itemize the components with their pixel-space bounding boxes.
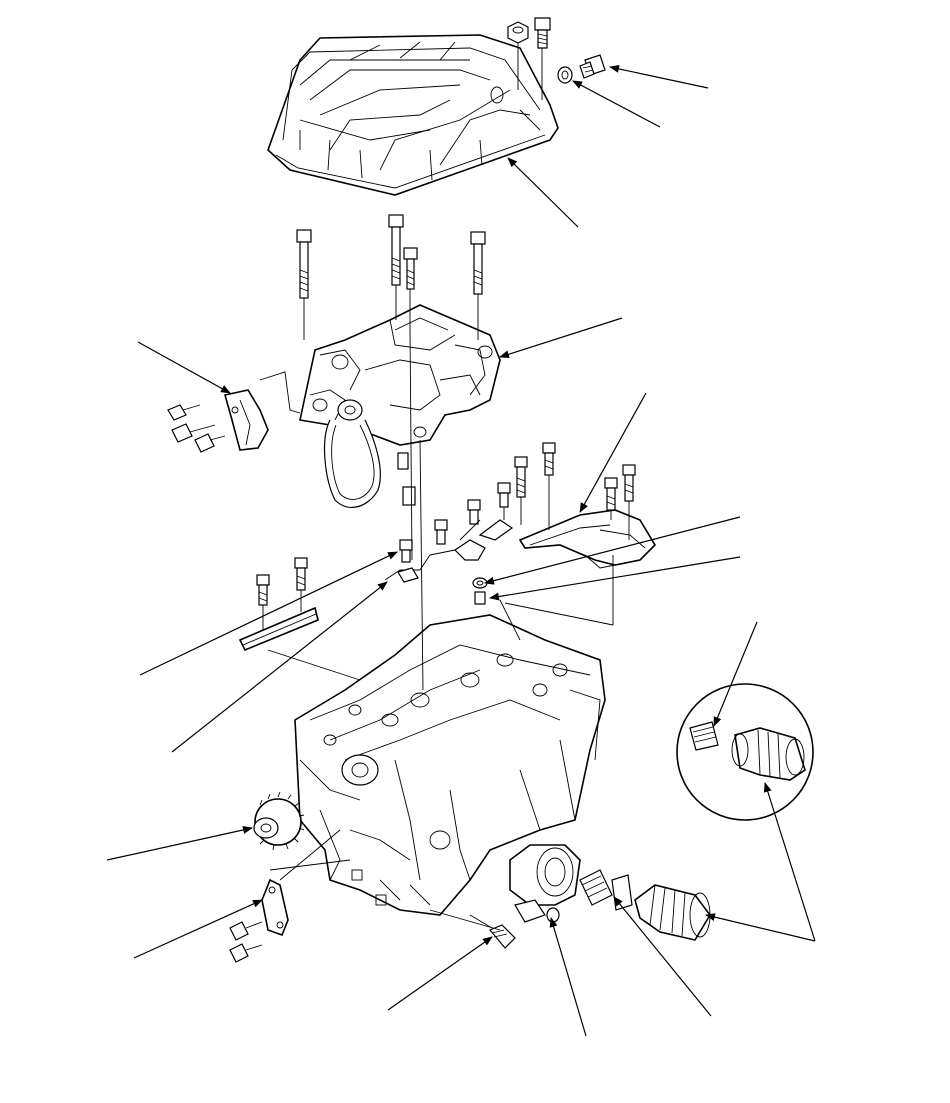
connector-lines <box>267 329 614 931</box>
oil-filter <box>634 884 711 941</box>
oil-pump-chain <box>323 399 381 508</box>
oil-pump-bolts <box>296 214 486 340</box>
dowel-pin <box>397 452 416 506</box>
crankshaft-sprocket <box>253 791 305 851</box>
filter-detail-inset <box>676 683 814 821</box>
oil-pan-nut <box>507 21 529 90</box>
drain-plug <box>579 54 606 79</box>
bracket <box>261 878 289 937</box>
engine-block <box>294 614 606 916</box>
baffle-plate <box>518 509 657 569</box>
oil-filter-feed-bolt <box>579 869 633 911</box>
oil-pan <box>267 34 559 196</box>
oil-pressure-switch <box>469 914 516 949</box>
oil-pan-bolt <box>534 17 551 100</box>
leader-lines <box>106 64 816 1037</box>
baffle-bolts <box>434 442 636 545</box>
tensioner-bolts <box>167 404 226 453</box>
drain-plug-washer <box>557 66 573 84</box>
chain-tensioner <box>224 371 301 451</box>
oil-strainer-gasket <box>399 539 413 563</box>
o-ring <box>472 577 488 605</box>
bracket-bolts <box>229 921 263 963</box>
oil-cooler <box>509 844 581 923</box>
chain-guide <box>238 557 319 652</box>
oil-strainer <box>384 519 514 583</box>
